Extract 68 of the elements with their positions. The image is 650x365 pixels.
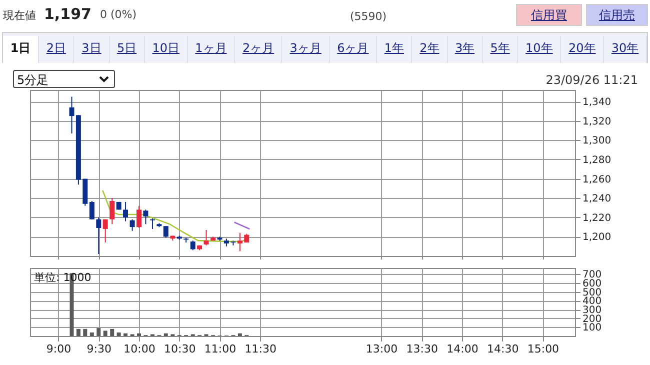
bar <box>83 328 88 336</box>
candlestick <box>96 216 102 255</box>
bar <box>110 328 114 336</box>
x-tick-label: 15:00 <box>527 342 560 356</box>
text: 1日 <box>3 36 40 63</box>
text: 5日 <box>110 36 145 63</box>
text: 10年 <box>518 36 562 63</box>
bar <box>164 333 168 336</box>
text: 5年 <box>482 36 518 63</box>
bar <box>103 330 108 336</box>
bar <box>116 332 121 336</box>
y-tick-label: 1,340 <box>582 97 612 108</box>
candlestick <box>130 218 135 232</box>
text: 6ヶ月 <box>330 36 378 63</box>
candlestick <box>136 205 142 229</box>
x-tick-label: 14:00 <box>446 342 478 356</box>
y-tick-label: 1,300 <box>582 136 612 147</box>
candlestick <box>190 240 196 251</box>
text: 現在値 <box>3 8 36 23</box>
text: 信用売 <box>586 4 648 26</box>
bar <box>238 333 242 336</box>
text: 23/09/26 11:21 <box>546 73 638 87</box>
text: 1年 <box>377 36 412 63</box>
text: 1ヶ月 <box>188 36 236 63</box>
y-tick-label: 1,240 <box>582 194 612 205</box>
text: 2日 <box>39 36 74 63</box>
text: 3年 <box>448 36 483 63</box>
text: 3日 <box>74 36 110 63</box>
x-tick-label: 14:30 <box>486 342 519 356</box>
x-tick-label: 9:00 <box>46 342 72 356</box>
text: 10日 <box>144 36 188 63</box>
candlestick <box>69 96 74 134</box>
bar <box>96 328 101 336</box>
y-tick-label: 1,200 <box>582 232 612 244</box>
text: 3ヶ月 <box>282 36 330 63</box>
text: (5590) <box>350 10 387 23</box>
text: 2ヶ月 <box>235 36 282 63</box>
text: 20年 <box>561 36 604 63</box>
bar <box>76 328 80 336</box>
text: 1,197 <box>44 5 92 23</box>
candlestick <box>204 229 209 246</box>
bar <box>90 332 94 336</box>
y-tick-label: 1,320 <box>582 116 612 128</box>
text: 0 (0%) <box>100 8 137 21</box>
x-tick-label: 9:30 <box>86 342 112 356</box>
candlestick <box>150 216 155 230</box>
x-tick-label: 13:00 <box>366 342 398 356</box>
candlestick <box>89 200 94 220</box>
bar <box>137 333 141 336</box>
text: 信用買 <box>516 4 582 26</box>
x-tick-label: 10:00 <box>124 342 156 356</box>
candlestick <box>143 209 148 225</box>
x-tick-label: 10:30 <box>164 342 196 356</box>
y-tick-label: 1,260 <box>582 174 612 186</box>
bar <box>124 333 128 336</box>
candlestick <box>102 218 108 243</box>
x-tick-label: 11:30 <box>244 342 276 356</box>
candlestick <box>123 201 128 222</box>
text: 5分足 <box>17 73 49 87</box>
x-tick-label: 13:30 <box>406 342 438 356</box>
text: 30年 <box>604 36 648 63</box>
y-tick-label: 100 <box>582 322 602 334</box>
text: 2年 <box>412 36 448 63</box>
y-tick-label: 1,280 <box>582 154 612 166</box>
candlestick <box>163 226 168 238</box>
candlestick <box>110 198 115 225</box>
x-tick-label: 11:00 <box>204 342 236 356</box>
y-tick-label: 1,220 <box>582 212 612 224</box>
